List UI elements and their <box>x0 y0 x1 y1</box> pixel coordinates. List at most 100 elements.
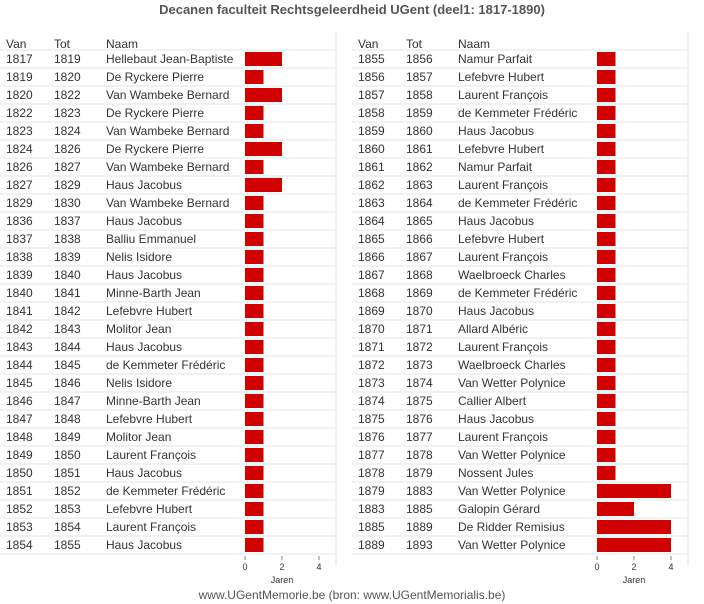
cell-naam: Haus Jacobus <box>106 466 182 480</box>
cell-tot: 1842 <box>54 304 81 318</box>
cell-naam: Laurent François <box>106 448 196 462</box>
cell-van: 1823 <box>6 124 33 138</box>
table-row: 1865 1866 Lefebvre Hubert <box>358 232 616 246</box>
bar-jaren <box>597 322 616 336</box>
cell-naam: Laurent François <box>458 430 548 444</box>
cell-tot: 1858 <box>406 88 433 102</box>
cell-van: 1876 <box>358 430 385 444</box>
cell-naam: De Ryckere Pierre <box>106 70 204 84</box>
table-row: 1824 1826 De Ryckere Pierre <box>6 142 282 156</box>
table-row: 1861 1862 Namur Parfait <box>358 160 616 174</box>
cell-naam: Laurent François <box>106 520 196 534</box>
bar-jaren <box>597 538 671 552</box>
cell-tot: 1874 <box>406 376 433 390</box>
cell-naam: de Kemmeter Frédéric <box>458 286 577 300</box>
table-row: 1854 1855 Haus Jacobus <box>6 538 264 552</box>
bar-jaren <box>597 214 616 228</box>
cell-naam: Lefebvre Hubert <box>106 412 193 426</box>
column-header-tot: Tot <box>406 37 423 51</box>
bar-jaren <box>245 250 264 264</box>
cell-van: 1873 <box>358 376 385 390</box>
bar-jaren <box>597 106 616 120</box>
cell-van: 1842 <box>6 322 33 336</box>
bar-jaren <box>245 394 264 408</box>
bar-jaren <box>245 268 264 282</box>
table-row: 1852 1853 Lefebvre Hubert <box>6 502 264 516</box>
bar-jaren <box>597 520 671 534</box>
cell-tot: 1876 <box>406 412 433 426</box>
bar-jaren <box>597 340 616 354</box>
x-tick-label: 2 <box>279 562 284 572</box>
cell-tot: 1840 <box>54 268 81 282</box>
bar-jaren <box>597 52 616 66</box>
cell-naam: Lefebvre Hubert <box>458 232 545 246</box>
bar-jaren <box>245 466 264 480</box>
table-row: 1871 1872 Laurent François <box>358 340 616 354</box>
cell-van: 1868 <box>358 286 385 300</box>
bar-jaren <box>245 178 282 192</box>
table-row: 1848 1849 Molitor Jean <box>6 430 264 444</box>
bar-jaren <box>245 412 264 426</box>
cell-van: 1871 <box>358 340 385 354</box>
cell-van: 1854 <box>6 538 33 552</box>
cell-van: 1879 <box>358 484 385 498</box>
cell-van: 1847 <box>6 412 33 426</box>
cell-van: 1875 <box>358 412 385 426</box>
bar-jaren <box>597 124 616 138</box>
bar-jaren <box>597 484 671 498</box>
chart-panel-right-svg: Van Tot Naam 1855 1856 Namur Parfait 1856 1857 L… <box>352 32 689 585</box>
cell-naam: Hellebaut Jean-Baptiste <box>106 52 234 66</box>
cell-van: 1858 <box>358 106 385 120</box>
bar-jaren <box>245 340 264 354</box>
column-header-naam: Naam <box>106 37 138 51</box>
cell-naam: Laurent François <box>458 178 548 192</box>
bar-jaren <box>245 304 264 318</box>
bar-jaren <box>245 520 264 534</box>
bar-jaren <box>597 376 616 390</box>
cell-naam: Namur Parfait <box>458 52 533 66</box>
bar-jaren <box>245 52 282 66</box>
cell-naam: De Ryckere Pierre <box>106 106 204 120</box>
cell-naam: Van Wambeke Bernard <box>106 196 229 210</box>
cell-tot: 1873 <box>406 358 433 372</box>
cell-tot: 1838 <box>54 232 81 246</box>
table-row: 1857 1858 Laurent François <box>358 88 616 102</box>
cell-tot: 1819 <box>54 52 81 66</box>
cell-van: 1862 <box>358 178 385 192</box>
table-row: 1855 1856 Namur Parfait <box>358 52 616 66</box>
bar-jaren <box>245 124 264 138</box>
x-tick-label: 4 <box>316 562 321 572</box>
cell-van: 1883 <box>358 502 385 516</box>
cell-tot: 1855 <box>54 538 81 552</box>
cell-van: 1855 <box>358 52 385 66</box>
cell-tot: 1893 <box>406 538 433 552</box>
cell-naam: Van Wetter Polynice <box>458 376 566 390</box>
table-row: 1864 1865 Haus Jacobus <box>358 214 616 228</box>
bar-jaren <box>597 160 616 174</box>
table-row: 1839 1840 Haus Jacobus <box>6 268 264 282</box>
cell-tot: 1827 <box>54 160 81 174</box>
cell-van: 1845 <box>6 376 33 390</box>
cell-naam: Namur Parfait <box>458 160 533 174</box>
cell-van: 1839 <box>6 268 33 282</box>
cell-van: 1857 <box>358 88 385 102</box>
column-header-naam: Naam <box>458 37 490 51</box>
cell-tot: 1867 <box>406 250 433 264</box>
cell-van: 1874 <box>358 394 385 408</box>
cell-naam: Haus Jacobus <box>106 268 182 282</box>
table-row: 1817 1819 Hellebaut Jean-Baptiste <box>6 52 282 66</box>
x-tick-label: 4 <box>668 562 673 572</box>
cell-naam: Nossent Jules <box>458 466 533 480</box>
cell-tot: 1853 <box>54 502 81 516</box>
cell-naam: Van Wambeke Bernard <box>106 160 229 174</box>
cell-van: 1827 <box>6 178 33 192</box>
table-row: 1877 1878 Van Wetter Polynice <box>358 448 616 462</box>
cell-van: 1848 <box>6 430 33 444</box>
bar-jaren <box>597 358 616 372</box>
cell-tot: 1845 <box>54 358 81 372</box>
cell-tot: 1861 <box>406 142 433 156</box>
table-row: 1820 1822 Van Wambeke Bernard <box>6 88 282 102</box>
cell-naam: Waelbroeck Charles <box>458 268 566 282</box>
table-row: 1840 1841 Minne-Barth Jean <box>6 286 264 300</box>
table-row: 1853 1854 Laurent François <box>6 520 264 534</box>
